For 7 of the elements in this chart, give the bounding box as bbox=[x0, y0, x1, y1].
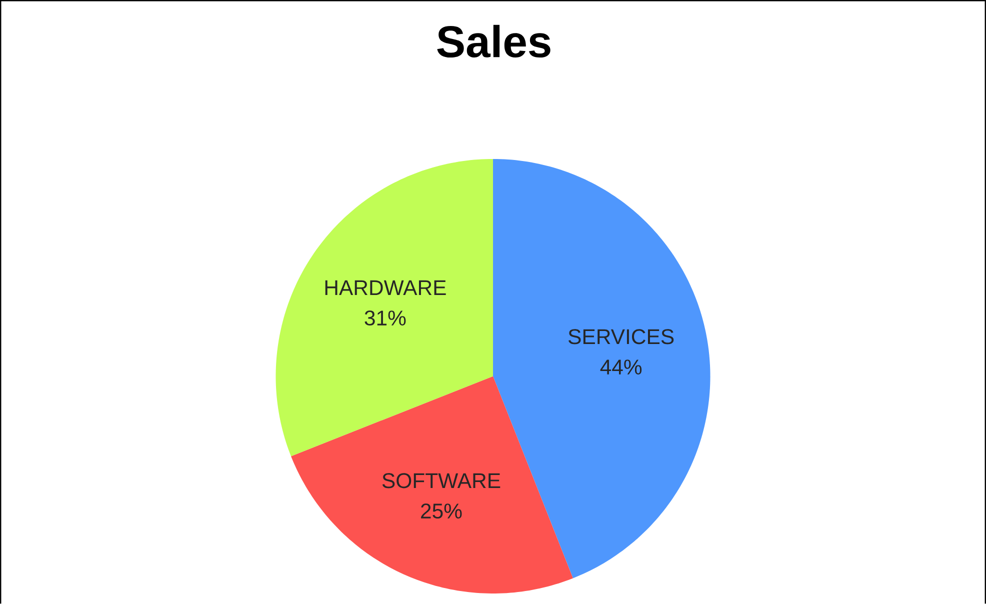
slice-label: HARDWARE bbox=[325, 280, 446, 295]
chart-title: Sales bbox=[437, 24, 550, 58]
data-label: 25% bbox=[421, 503, 462, 518]
data-label: 31% bbox=[364, 310, 406, 326]
data-label: 44% bbox=[600, 359, 642, 374]
slice-label: SERVICES bbox=[568, 329, 674, 344]
slice-label: SOFTWARE bbox=[382, 473, 500, 488]
